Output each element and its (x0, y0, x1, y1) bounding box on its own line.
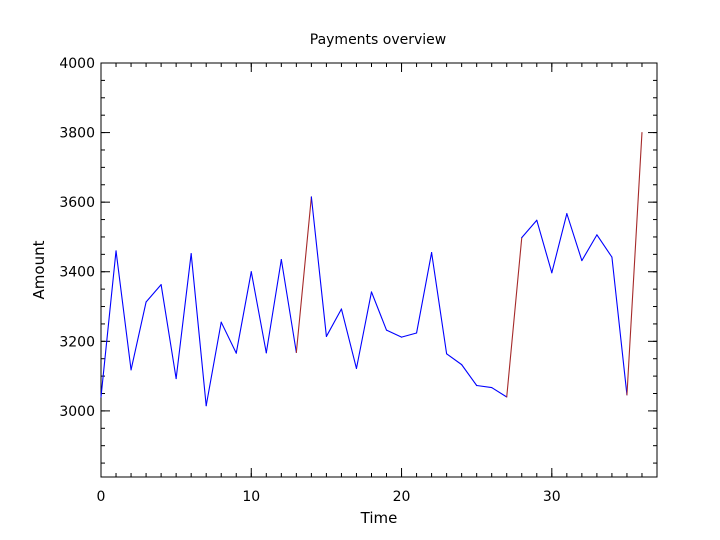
y-tick-label: 4000 (59, 56, 95, 72)
series-segment (551, 213, 568, 274)
series-segment (355, 291, 373, 370)
x-tick-label: 20 (393, 489, 411, 505)
series-segment (175, 253, 192, 380)
series-segment (190, 253, 207, 407)
series-segment (536, 219, 553, 274)
series-segment (205, 321, 222, 407)
y-tick-label: 3800 (59, 126, 95, 142)
series-segment (235, 271, 252, 354)
chart-title: Payments overview (310, 32, 447, 48)
series-segment (416, 252, 433, 334)
y-tick-label: 3600 (59, 195, 95, 211)
series-segment (461, 364, 478, 387)
series-segment (115, 250, 132, 371)
series-segment (100, 250, 117, 398)
series-segment (145, 284, 162, 303)
axis-tick-labels: 0 10 20 30 3000 3200 3400 3600 3800 4000 (59, 56, 560, 505)
series-segment (626, 132, 643, 396)
series-segment (596, 234, 613, 258)
series-segment (566, 213, 583, 262)
series-segment (250, 271, 267, 354)
series-segment (310, 196, 327, 337)
x-axis-label: Time (360, 509, 398, 527)
series-segment (491, 387, 508, 398)
series-segment (220, 321, 237, 354)
series-segment (506, 237, 523, 398)
x-tick-label: 0 (97, 489, 106, 505)
series-segment (581, 234, 598, 262)
data-series (100, 132, 643, 407)
series-segment (265, 259, 282, 354)
series-segment (295, 196, 312, 354)
y-tick-label: 3000 (59, 404, 95, 420)
series-segment (521, 219, 538, 239)
x-tick-label: 30 (543, 489, 561, 505)
y-axis-label: Amount (30, 240, 48, 299)
series-segment (340, 308, 358, 370)
series-segment (611, 256, 628, 396)
series-segment (476, 384, 493, 389)
y-tick-label: 3200 (59, 334, 95, 350)
series-segment (400, 332, 418, 338)
series-segment (446, 353, 463, 366)
series-segment (325, 308, 342, 337)
y-tick-label: 3400 (59, 265, 95, 281)
series-segment (130, 301, 147, 371)
series-segment (385, 329, 403, 338)
axis-ticks (100, 62, 658, 477)
series-segment (431, 252, 448, 355)
series-segment (370, 291, 388, 331)
series-segment (280, 259, 297, 354)
plot-frame (100, 62, 658, 478)
x-tick-label: 10 (242, 489, 260, 505)
series-segment (160, 284, 177, 380)
